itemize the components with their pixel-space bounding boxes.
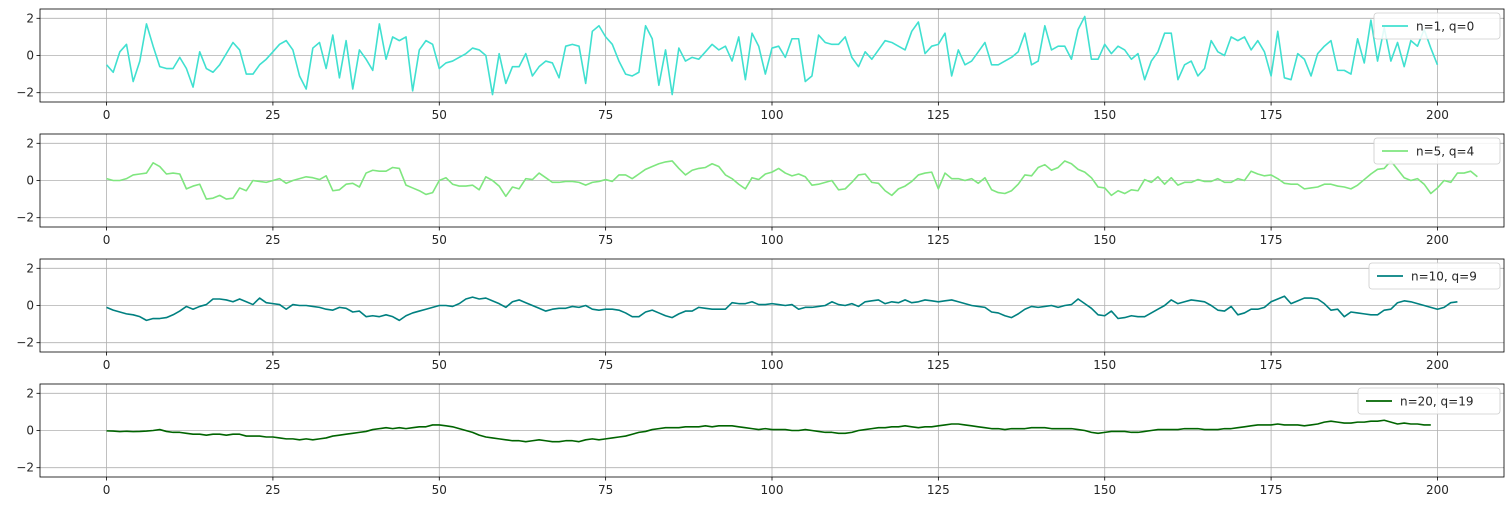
y-tick-label: 2 [26, 261, 34, 275]
legend: n=20, q=19 [1357, 387, 1501, 415]
x-tick-label: 50 [432, 483, 447, 497]
subplot-2: 0 25 50 75 100 125 150 175 200 −2 0 2 n=5, q=4 [16, 133, 1505, 247]
x-tick-label: 75 [598, 358, 613, 372]
x-tick-label: 200 [1426, 358, 1449, 372]
x-tick-label: 0 [103, 358, 111, 372]
x-tick-label: 25 [265, 108, 280, 122]
subplot-4: 0 25 50 75 100 125 150 175 200 −2 0 2 n=20, q=19 [16, 383, 1505, 497]
subplot-1: 0 25 50 75 100 125 150 175 200 −2 0 2 n=1, q=0 [16, 8, 1505, 122]
legend: n=1, q=0 [1373, 12, 1501, 40]
legend-box [1373, 12, 1501, 40]
legend-label: n=20, q=19 [1400, 395, 1474, 409]
x-tick-label: 100 [761, 358, 784, 372]
x-tick-label: 0 [103, 108, 111, 122]
x-tick-label: 75 [598, 233, 613, 247]
x-tick-label: 75 [598, 483, 613, 497]
x-tick-label: 25 [265, 233, 280, 247]
x-tick-label: 150 [1093, 233, 1116, 247]
x-tick-label: 50 [432, 108, 447, 122]
y-tick-label: −2 [16, 336, 34, 350]
series-line [106, 295, 1458, 322]
series-line [106, 160, 1478, 200]
y-tick-label: 2 [26, 11, 34, 25]
x-tick-label: 175 [1260, 358, 1283, 372]
x-tick-label: 200 [1426, 483, 1449, 497]
x-tick-label: 175 [1260, 233, 1283, 247]
legend: n=10, q=9 [1368, 262, 1501, 290]
subplot-3: 0 25 50 75 100 125 150 175 200 −2 0 2 n=10, q=9 [16, 258, 1505, 372]
x-tick-label: 150 [1093, 108, 1116, 122]
x-tick-label: 100 [761, 108, 784, 122]
x-tick-label: 125 [927, 358, 950, 372]
x-tick-label: 25 [265, 358, 280, 372]
series-line [105, 15, 1439, 96]
legend-box [1373, 137, 1501, 165]
x-tick-label: 175 [1260, 483, 1283, 497]
x-tick-label: 175 [1260, 108, 1283, 122]
legend-box [1368, 262, 1501, 290]
x-tick-label: 25 [265, 483, 280, 497]
legend-label: n=5, q=4 [1416, 145, 1474, 159]
x-tick-label: 75 [598, 108, 613, 122]
x-tick-label: 100 [761, 233, 784, 247]
y-tick-label: 0 [26, 299, 34, 313]
x-tick-label: 200 [1426, 233, 1449, 247]
x-tick-label: 200 [1426, 108, 1449, 122]
x-tick-label: 50 [432, 358, 447, 372]
series-line [106, 419, 1431, 443]
x-tick-label: 0 [103, 233, 111, 247]
x-tick-label: 0 [103, 483, 111, 497]
x-tick-label: 100 [761, 483, 784, 497]
legend-label: n=1, q=0 [1416, 20, 1474, 34]
y-tick-label: −2 [16, 86, 34, 100]
y-tick-label: 0 [26, 424, 34, 438]
x-tick-label: 50 [432, 233, 447, 247]
legend: n=5, q=4 [1373, 137, 1501, 165]
legend-box [1357, 387, 1501, 415]
x-tick-label: 125 [927, 233, 950, 247]
x-tick-label: 150 [1093, 483, 1116, 497]
x-tick-label: 125 [927, 483, 950, 497]
y-tick-label: −2 [16, 211, 34, 225]
y-tick-label: 2 [26, 386, 34, 400]
x-tick-label: 150 [1093, 358, 1116, 372]
legend-label: n=10, q=9 [1411, 270, 1477, 284]
y-tick-label: 2 [26, 136, 34, 150]
x-tick-label: 125 [927, 108, 950, 122]
y-tick-label: −2 [16, 461, 34, 475]
y-tick-label: 0 [26, 49, 34, 63]
y-tick-label: 0 [26, 174, 34, 188]
